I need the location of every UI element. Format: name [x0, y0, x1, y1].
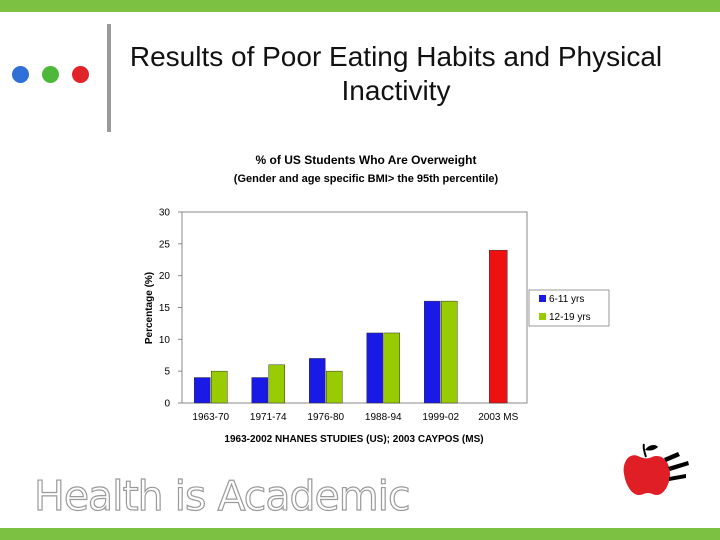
bar-12-19-yrs-1963-70: [211, 370, 228, 404]
bar-12-19-yrs-1976-80: [326, 370, 343, 404]
bottom-accent-bar: [0, 528, 720, 540]
x-axis-label: 1963-2002 NHANES STUDIES (US); 2003 CAYP…: [224, 434, 483, 445]
bar-6-11-yrs-1971-74: [251, 377, 268, 404]
y-tick-label: 0: [164, 399, 170, 410]
legend-label-12-19-yrs: 12-19 yrs: [549, 312, 591, 323]
y-tick-label: 30: [159, 208, 171, 219]
y-tick-label: 5: [164, 367, 170, 378]
apple-logo-icon: [623, 443, 689, 495]
bar-12-19-yrs-1999-02: [441, 300, 458, 404]
x-tick-label: 1963-70: [192, 412, 229, 423]
chart-subtitle: (Gender and age specific BMI> the 95th p…: [234, 173, 499, 185]
legend-swatch-12-19-yrs: [539, 313, 546, 320]
footer-brand-logo: Health is Academic: [33, 471, 411, 520]
x-tick-label: 1976-80: [307, 412, 344, 423]
x-tick-label: 2003 MS: [478, 412, 518, 423]
y-axis-label: Percentage (%): [144, 272, 155, 344]
decorative-dots: [12, 66, 96, 84]
red-dot-icon: [72, 66, 89, 83]
plot-area: [181, 211, 528, 404]
title-divider: [107, 24, 111, 132]
bar-6-11-yrs-1963-70: [194, 377, 211, 404]
blue-dot-icon: [12, 66, 29, 83]
y-tick-label: 20: [159, 271, 171, 282]
x-tick-label: 1988-94: [365, 412, 402, 423]
bar-2003-ms: [489, 249, 508, 404]
y-tick-label: 15: [159, 303, 171, 314]
legend-label-6-11-yrs: 6-11 yrs: [549, 294, 584, 305]
slide-title: Results of Poor Eating Habits and Physic…: [129, 41, 663, 106]
x-tick-label: 1971-74: [250, 412, 287, 423]
bar-6-11-yrs-1988-94: [366, 332, 383, 404]
green-dot-icon: [42, 66, 59, 83]
legend-swatch-6-11-yrs: [539, 295, 546, 302]
chart-title: % of US Students Who Are Overweight: [256, 153, 477, 167]
bar-12-19-yrs-1988-94: [383, 332, 400, 404]
y-tick-label: 25: [159, 239, 171, 250]
bar-6-11-yrs-1999-02: [424, 300, 441, 404]
bar-6-11-yrs-1976-80: [309, 358, 326, 404]
x-tick-label: 1999-02: [422, 412, 459, 423]
bar-12-19-yrs-1971-74: [268, 364, 285, 404]
y-tick-label: 10: [159, 335, 171, 346]
top-accent-bar: [0, 0, 720, 12]
